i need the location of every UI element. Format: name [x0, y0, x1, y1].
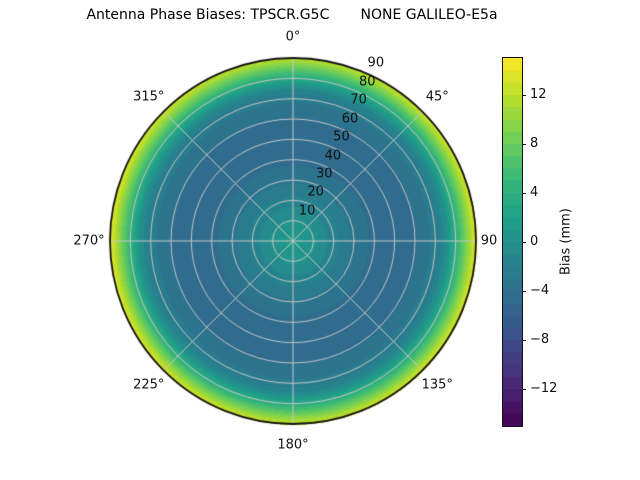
theta-tick-label-270: 270° [73, 233, 105, 249]
colorbar-tick-label-4: 4 [530, 184, 539, 200]
theta-tick-label-315: 315° [133, 89, 165, 105]
r-tick-label-20: 20 [307, 184, 324, 200]
colorbar-axis-label: Bias (mm) [558, 208, 574, 276]
r-tick-label-10: 10 [298, 203, 316, 219]
colorbar-tick-mark [522, 192, 526, 194]
r-tick-label-70: 70 [350, 92, 367, 108]
colorbar-tick-mark [522, 143, 526, 145]
colorbar-tick-mark [522, 340, 526, 342]
colorbar-tick-mark [522, 389, 526, 391]
colorbar-tick-label--4: −4 [530, 283, 550, 299]
theta-tick-label-90: 90 [480, 233, 498, 249]
r-tick-label-50: 50 [333, 129, 350, 145]
colorbar-tick-mark [522, 291, 526, 293]
r-tick-label-60: 60 [341, 111, 359, 127]
colorbar-tick-label--12: −12 [530, 381, 558, 397]
colorbar-tick-label--8: −8 [530, 332, 550, 348]
r-tick-label-40: 40 [324, 148, 342, 163]
colorbar-tick-label-0: 0 [530, 234, 539, 249]
r-tick-label-90: 90 [367, 55, 385, 71]
theta-tick-label-135: 135° [421, 377, 453, 393]
theta-tick-label-0: 0° [285, 29, 301, 45]
plot-title: Antenna Phase Biases: TPSCR.G5C NONE GAL… [86, 7, 498, 23]
colorbar-tick-label-8: 8 [530, 135, 539, 151]
theta-tick-label-45: 45° [425, 89, 449, 105]
r-tick-label-80: 80 [358, 74, 376, 90]
theta-tick-label-225: 225° [133, 377, 165, 393]
colorbar [502, 57, 523, 427]
polar-contour-plot [105, 53, 481, 429]
colorbar-tick-label-12: 12 [530, 86, 547, 102]
colorbar-tick-mark [522, 242, 526, 243]
theta-tick-label-180: 180° [277, 437, 309, 453]
r-tick-label-30: 30 [315, 166, 333, 182]
colorbar-tick-mark [522, 94, 526, 96]
